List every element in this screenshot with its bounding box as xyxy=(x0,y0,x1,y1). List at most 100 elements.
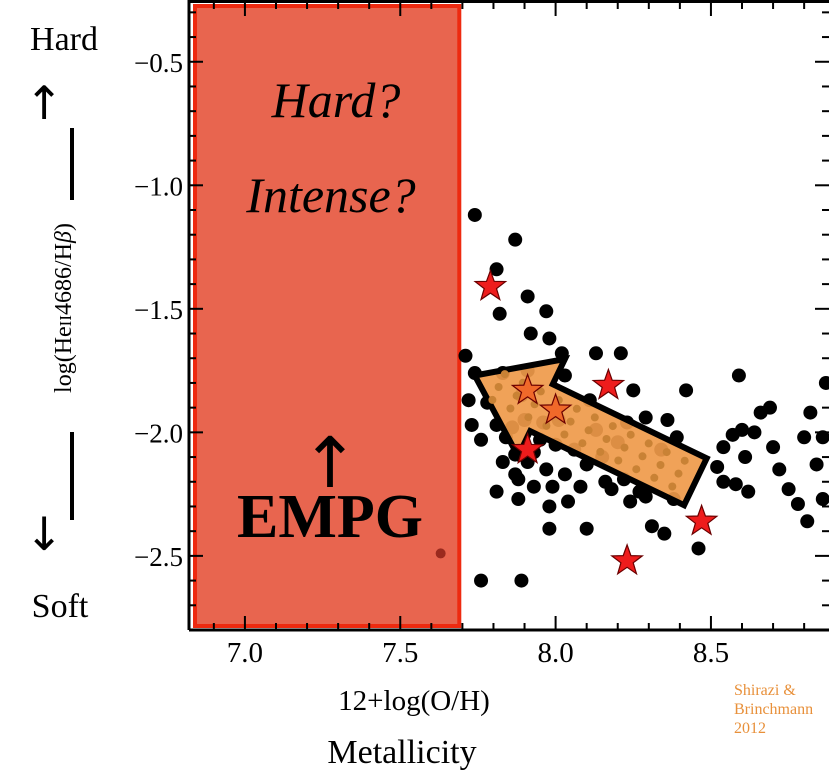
y-tick-label: −2.0 xyxy=(134,418,183,448)
region-text-intense: Intense? xyxy=(245,167,415,223)
arrow-dot xyxy=(542,421,551,430)
data-point xyxy=(557,467,572,482)
data-point xyxy=(797,430,812,445)
hardness-up-arrow: ↑ xyxy=(25,76,64,130)
data-point xyxy=(474,432,489,447)
arrow-dot xyxy=(632,465,641,474)
data-point xyxy=(638,489,653,504)
data-point xyxy=(511,472,526,487)
data-point xyxy=(508,232,523,247)
arrow-dot xyxy=(578,439,587,448)
arrow-dot xyxy=(512,391,521,400)
x-tick-label: 8.0 xyxy=(537,637,573,669)
star-point xyxy=(510,372,545,405)
arrow-dot xyxy=(560,430,569,439)
star-point xyxy=(610,543,645,576)
data-point xyxy=(623,494,638,509)
soft-label: Soft xyxy=(32,588,89,625)
data-point xyxy=(489,262,504,277)
y-tick-label: −0.5 xyxy=(134,48,183,78)
hardness-down-arrow: ↓ xyxy=(25,507,64,561)
arrow-dot xyxy=(500,370,509,379)
data-point xyxy=(514,573,529,588)
data-point xyxy=(679,383,694,398)
data-point xyxy=(492,306,507,321)
data-point xyxy=(561,494,576,509)
region-arrow-up: ↑ xyxy=(301,422,360,504)
data-point xyxy=(613,346,628,361)
y-axis-label: log(HeII4686/Hβ) xyxy=(51,223,77,393)
y-tick-label: −2.5 xyxy=(134,542,183,572)
data-point xyxy=(716,474,731,489)
arrow-dot xyxy=(656,461,665,469)
y-tick-label: −1.5 xyxy=(134,295,183,325)
data-point xyxy=(644,519,659,534)
data-point xyxy=(495,455,510,469)
data-point xyxy=(458,348,473,363)
arrow-dot xyxy=(536,387,545,396)
arrow-dot xyxy=(638,452,647,461)
x-tick-label: 7.5 xyxy=(382,637,418,669)
data-point xyxy=(815,430,829,445)
trend-arrow-layer xyxy=(470,354,711,510)
data-point xyxy=(691,541,706,556)
data-point xyxy=(781,482,796,497)
data-point xyxy=(657,526,672,541)
star-point xyxy=(473,268,508,301)
star-points xyxy=(473,268,719,576)
arrow-dot xyxy=(602,435,611,443)
data-point xyxy=(716,440,731,455)
data-point xyxy=(523,326,538,341)
data-point xyxy=(762,400,777,415)
x-tick-label: 8.5 xyxy=(693,637,729,669)
data-point xyxy=(588,346,603,361)
data-point xyxy=(638,410,653,425)
arrow-dot xyxy=(614,456,623,465)
data-point xyxy=(461,393,476,408)
x-tick-label: 7.0 xyxy=(227,637,263,669)
data-point xyxy=(474,573,489,588)
data-point xyxy=(626,383,641,398)
data-point xyxy=(526,479,541,494)
data-point xyxy=(542,331,557,346)
arrow-dot xyxy=(608,422,617,431)
data-point xyxy=(731,368,746,383)
data-point xyxy=(539,304,554,319)
data-point xyxy=(728,477,743,492)
data-point xyxy=(542,521,557,536)
arrow-dot xyxy=(674,469,683,478)
data-point xyxy=(741,484,756,499)
x-axis-label: 12+log(O/H) xyxy=(338,685,490,717)
arrow-dot xyxy=(566,417,575,426)
arrow-dot xyxy=(584,426,593,435)
arrow-dot xyxy=(662,448,671,457)
region-label-empg: EMPG xyxy=(237,483,423,551)
arrow-dot xyxy=(572,404,581,413)
data-point xyxy=(815,492,829,507)
arrow-dot xyxy=(488,395,497,404)
credit-text: Shirazi & Brinchmann 2012 xyxy=(734,682,814,737)
empg-region xyxy=(193,4,462,628)
star-point xyxy=(538,392,573,425)
data-point xyxy=(800,514,815,529)
data-point xyxy=(520,289,535,304)
data-point xyxy=(772,462,787,477)
arrow-dot xyxy=(626,430,635,439)
region-text-hard: Hard? xyxy=(271,72,401,128)
data-point xyxy=(660,413,675,427)
data-point xyxy=(579,521,594,536)
arrow-dot xyxy=(506,404,515,413)
data-point xyxy=(766,440,781,455)
data-point xyxy=(809,457,824,472)
data-point xyxy=(435,548,446,559)
arrow-dot xyxy=(620,443,629,452)
data-point xyxy=(604,482,619,497)
arrow-dot xyxy=(494,383,503,391)
data-point xyxy=(539,462,554,477)
arrow-dot xyxy=(644,439,653,448)
data-point xyxy=(511,492,526,507)
data-point xyxy=(710,459,725,474)
data-point xyxy=(747,425,762,440)
arrow-dot xyxy=(668,482,677,491)
arrow-dot xyxy=(596,447,605,456)
